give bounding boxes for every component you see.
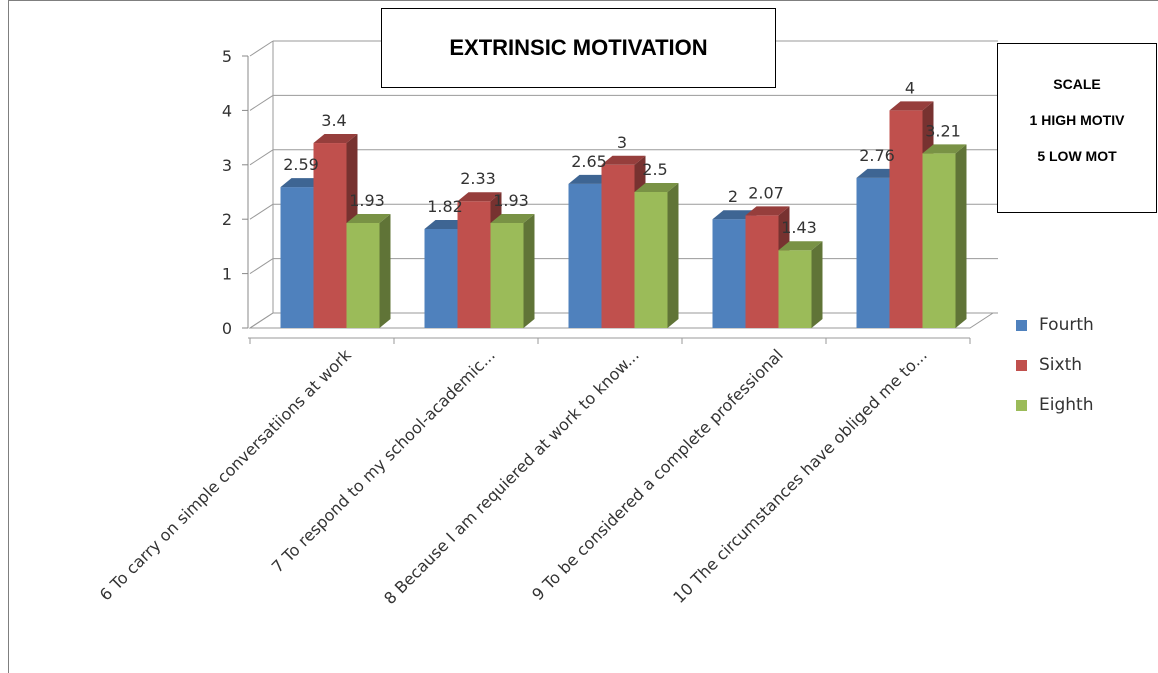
data-label: 4 bbox=[905, 78, 915, 97]
x-tick-label: 6 To carry on simple conversatiions at w… bbox=[96, 345, 356, 605]
chart-title: EXTRINSIC MOTIVATION bbox=[381, 8, 776, 88]
bar-sixth bbox=[601, 164, 635, 328]
data-labels: 2.59 3.4 1.93 1.82 2.33 1.93 2.65 3 2.5 2 2.07 1.43… bbox=[283, 78, 961, 237]
legend-label: Fourth bbox=[1039, 315, 1094, 335]
legend-item-fourth: Fourth bbox=[1016, 305, 1094, 345]
legend-swatch bbox=[1016, 319, 1027, 331]
bars bbox=[280, 101, 967, 329]
bar-side bbox=[523, 214, 535, 328]
data-label: 3.4 bbox=[321, 111, 346, 130]
scale-note: SCALE 1 HIGH MOTIV 5 LOW MOT bbox=[997, 43, 1157, 213]
data-label: 2.5 bbox=[642, 160, 667, 179]
bar-top bbox=[457, 192, 502, 202]
legend-swatch bbox=[1016, 399, 1027, 411]
y-tick-label: 0 bbox=[222, 319, 232, 338]
bar-top bbox=[634, 183, 679, 192]
category-labels: 6 To carry on simple conversatiions at w… bbox=[96, 345, 931, 608]
gridline-depth bbox=[249, 258, 274, 275]
gridline-depth bbox=[249, 40, 274, 57]
data-label: 2.59 bbox=[283, 155, 319, 174]
data-label: 2.33 bbox=[460, 169, 496, 188]
bar-top bbox=[778, 241, 823, 251]
data-label: 2.76 bbox=[859, 146, 895, 165]
bar-fourth bbox=[856, 177, 890, 328]
bar-top bbox=[490, 214, 535, 224]
bar-side bbox=[811, 241, 823, 328]
bar-fourth bbox=[568, 183, 602, 328]
gridline-depth bbox=[249, 203, 274, 220]
data-label: 1.93 bbox=[493, 191, 529, 210]
legend-item-sixth: Sixth bbox=[1016, 345, 1094, 385]
bar-top bbox=[313, 134, 358, 144]
legend-label: Eighth bbox=[1039, 395, 1094, 415]
data-label: 1.43 bbox=[781, 218, 817, 237]
x-tick-label: 9 To be considered a complete profession… bbox=[528, 345, 787, 604]
data-label: 3.21 bbox=[925, 121, 961, 140]
scale-note-line: 1 HIGH MOTIV bbox=[1029, 112, 1125, 128]
bar-top bbox=[346, 214, 391, 224]
x-tick-label: 8 Because I am requiered at work to know… bbox=[380, 345, 643, 608]
gridline-depth bbox=[249, 94, 274, 111]
y-tick-label: 3 bbox=[222, 156, 232, 175]
scale-note-line: SCALE bbox=[1053, 76, 1101, 92]
data-label: 1.93 bbox=[349, 191, 385, 210]
chart-frame bbox=[8, 0, 1158, 673]
legend-swatch bbox=[1016, 359, 1027, 371]
bar-sixth bbox=[313, 143, 347, 328]
x-tick-label: 7 To respond to my school-academic... bbox=[268, 345, 499, 576]
data-label: 1.82 bbox=[427, 197, 463, 216]
data-label: 2.07 bbox=[748, 183, 784, 202]
bar-fourth bbox=[712, 219, 746, 328]
bar-eighth bbox=[778, 250, 812, 328]
bar-eighth bbox=[634, 192, 668, 328]
gridline-depth bbox=[249, 149, 274, 166]
y-tick-label: 1 bbox=[222, 265, 232, 284]
x-tick-label: 10 The circumstances have obliged me to.… bbox=[669, 345, 931, 607]
bar-fourth bbox=[280, 187, 314, 328]
bar-sixth bbox=[889, 110, 923, 329]
legend: Fourth Sixth Eighth bbox=[1016, 305, 1094, 425]
legend-label: Sixth bbox=[1039, 355, 1083, 375]
data-label: 2 bbox=[728, 187, 738, 206]
y-tick-label: 5 bbox=[222, 47, 232, 66]
y-tick-label: 2 bbox=[222, 210, 232, 229]
legend-item-eighth: Eighth bbox=[1016, 385, 1094, 425]
bar-sixth bbox=[457, 201, 491, 328]
data-label: 2.65 bbox=[571, 152, 607, 171]
bar-side bbox=[379, 214, 391, 328]
y-tick-label: 4 bbox=[222, 101, 232, 120]
bar-side bbox=[955, 144, 967, 328]
scale-note-line: 5 LOW MOT bbox=[1037, 148, 1117, 164]
bar-top bbox=[601, 155, 646, 165]
bar-side bbox=[667, 183, 679, 328]
bar-eighth bbox=[922, 153, 956, 328]
bar-fourth bbox=[424, 228, 458, 328]
bar-top bbox=[922, 144, 967, 154]
bar-sixth bbox=[745, 215, 779, 328]
bar-top bbox=[889, 101, 934, 111]
bar-eighth bbox=[490, 223, 524, 328]
data-label: 3 bbox=[617, 133, 627, 152]
bar-top bbox=[745, 206, 790, 216]
bar-eighth bbox=[346, 223, 380, 328]
